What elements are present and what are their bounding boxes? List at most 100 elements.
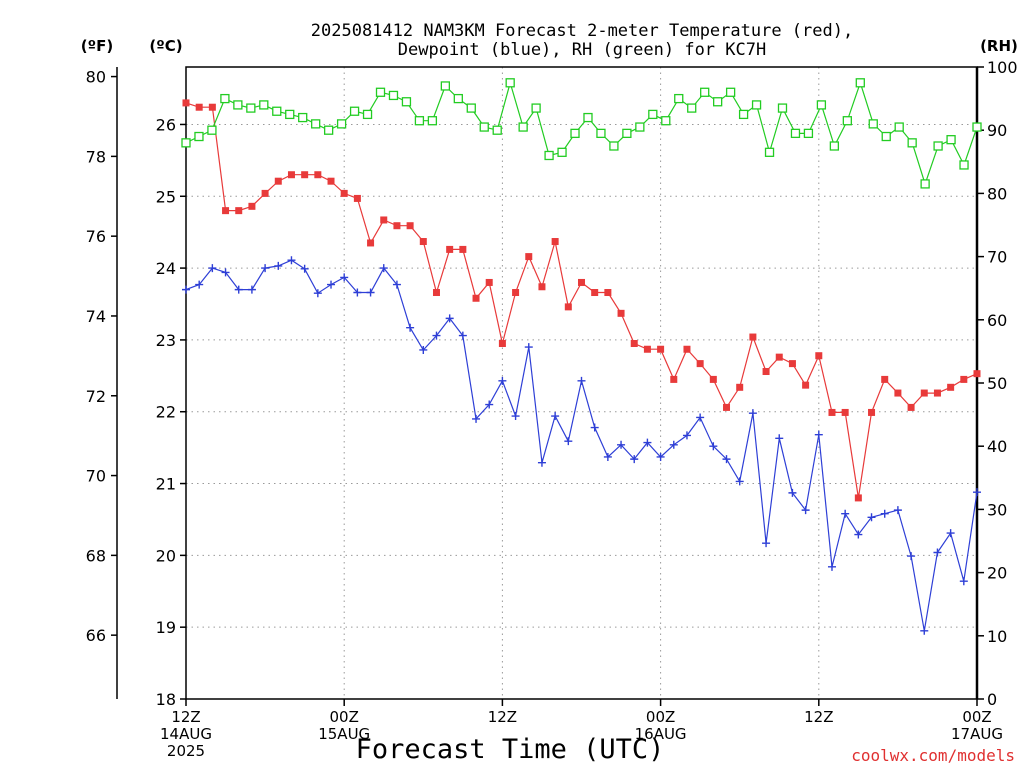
rh-point (557, 147, 567, 157)
rh-point (868, 119, 878, 129)
x-tick-label: 00Z (646, 708, 675, 726)
temperature-point (604, 289, 612, 297)
x-tick-label: 12Z (804, 708, 833, 726)
rh-point (751, 100, 762, 110)
temperature-point (775, 353, 783, 361)
celsius-tick-label: 20 (156, 546, 176, 565)
dewpoint-point (946, 529, 955, 538)
rh-point (311, 119, 321, 129)
temperature-point (815, 352, 823, 360)
rh-point (933, 141, 943, 151)
chart-title-line1: 2025081412 NAM3KM Forecast 2-meter Tempe… (311, 21, 853, 41)
rh-point (259, 100, 269, 110)
x-tick-label: 00Z (962, 708, 991, 726)
dewpoint-point (801, 506, 810, 515)
rh-point (596, 128, 606, 139)
rh-point (505, 78, 515, 88)
fahrenheit-unit-label: (ºF) (81, 37, 113, 55)
fahrenheit-tick-label: 68 (86, 546, 106, 565)
fahrenheit-tick-label: 74 (86, 307, 106, 326)
rh-point (323, 125, 334, 135)
dewpoint-point (656, 452, 665, 461)
rh-point (285, 109, 295, 120)
celsius-tick-label: 25 (156, 187, 176, 206)
rh-point (648, 109, 658, 120)
rh-point (518, 122, 528, 132)
dewpoint-point (709, 442, 718, 451)
temperature-point (643, 345, 651, 353)
temperature-point (353, 194, 361, 202)
dewpoint-point (564, 437, 573, 446)
dewpoint-point (748, 409, 757, 418)
rh-tick-label: 40 (987, 437, 1007, 456)
fahrenheit-tick-label: 66 (86, 626, 106, 645)
credit-text: coolwx.com/models (851, 746, 1015, 765)
dewpoint-point (933, 548, 942, 557)
rh-point (674, 93, 684, 104)
temperature-point (723, 403, 731, 411)
rh-tick-label: 20 (987, 564, 1007, 583)
rh-point (959, 160, 969, 170)
x-tick-label: 12Z (488, 708, 517, 726)
temperature-point (485, 278, 493, 286)
rh-unit-label: (RH) (980, 37, 1018, 55)
rh-point (246, 103, 256, 113)
rh-point (803, 128, 814, 139)
x-tick-label: 16AUG (635, 725, 687, 743)
dewpoint-point (524, 343, 533, 352)
dewpoint-point (920, 626, 929, 635)
x-tick-label: 17AUG (951, 725, 1003, 743)
temperature-point (393, 222, 401, 230)
dewpoint-point (445, 314, 454, 323)
rh-point (466, 103, 476, 113)
dewpoint-point (313, 289, 322, 298)
temperature-point (920, 389, 928, 397)
rh-point (194, 131, 204, 142)
rh-point (764, 147, 775, 157)
dewpoint-point (814, 430, 823, 439)
dewpoint-point (854, 530, 863, 539)
celsius-tick-label: 21 (156, 475, 176, 494)
dewpoint-point (392, 280, 401, 289)
dewpoint-point (762, 539, 771, 548)
dewpoint-point (340, 273, 349, 282)
dewpoint-point (827, 562, 836, 571)
rh-point (181, 138, 191, 148)
rh-point (401, 97, 412, 107)
rh-point (920, 179, 930, 189)
fahrenheit-tick-label: 80 (86, 68, 106, 87)
rh-point (375, 87, 386, 97)
rh-point (570, 128, 580, 139)
plot-frame (116, 66, 979, 700)
dewpoint-point (485, 400, 494, 409)
dewpoint-point (893, 506, 902, 515)
celsius-tick-label: 19 (156, 618, 176, 637)
rh-point (777, 103, 788, 113)
rh-point (298, 112, 308, 123)
rh-point (829, 141, 840, 151)
temperature-point (235, 207, 243, 215)
rh-tick-label: 30 (987, 500, 1007, 519)
temperature-point (222, 207, 230, 215)
rh-point (725, 87, 736, 97)
fahrenheit-tick-label: 76 (86, 227, 106, 246)
temperature-point (498, 340, 506, 347)
temperature-point (564, 303, 572, 311)
rh-point (427, 116, 438, 126)
temperature-point (868, 408, 876, 416)
dewpoint-point (366, 288, 375, 297)
temperature-point (696, 360, 704, 368)
dewpoint-point (327, 280, 336, 289)
rh-point (609, 141, 619, 151)
temperature-point (367, 239, 375, 247)
dewpoint-point (603, 452, 612, 461)
fahrenheit-tick-label: 72 (86, 387, 106, 406)
temperature-point (314, 171, 322, 179)
rh-point (453, 93, 463, 104)
temperature-point (683, 345, 691, 353)
rh-point (635, 122, 645, 132)
rh-tick-label: 80 (987, 184, 1007, 203)
temperature-point (947, 383, 955, 391)
dewpoint-point (247, 285, 256, 294)
